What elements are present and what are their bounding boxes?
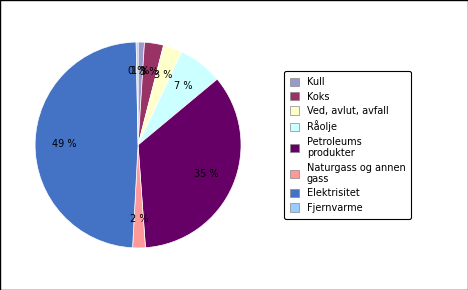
Text: 1 %: 1 %	[131, 66, 150, 76]
Text: 35 %: 35 %	[194, 169, 219, 179]
Wedge shape	[132, 145, 146, 248]
Text: 49 %: 49 %	[51, 139, 76, 149]
Text: 3 %: 3 %	[154, 70, 172, 80]
Wedge shape	[138, 79, 241, 248]
Text: 3 %: 3 %	[140, 67, 159, 77]
Text: 2 %: 2 %	[130, 214, 148, 224]
Wedge shape	[35, 42, 138, 248]
Wedge shape	[138, 52, 217, 145]
Text: 7 %: 7 %	[174, 81, 193, 91]
Wedge shape	[138, 42, 145, 145]
Legend: Kull, Koks, Ved, avlut, avfall, Råolje, Petroleums
produkter, Naturgass og annen: Kull, Koks, Ved, avlut, avfall, Råolje, …	[285, 71, 411, 219]
Wedge shape	[136, 42, 138, 145]
Wedge shape	[138, 45, 182, 145]
Wedge shape	[138, 42, 164, 145]
Text: 0 %: 0 %	[128, 66, 146, 76]
